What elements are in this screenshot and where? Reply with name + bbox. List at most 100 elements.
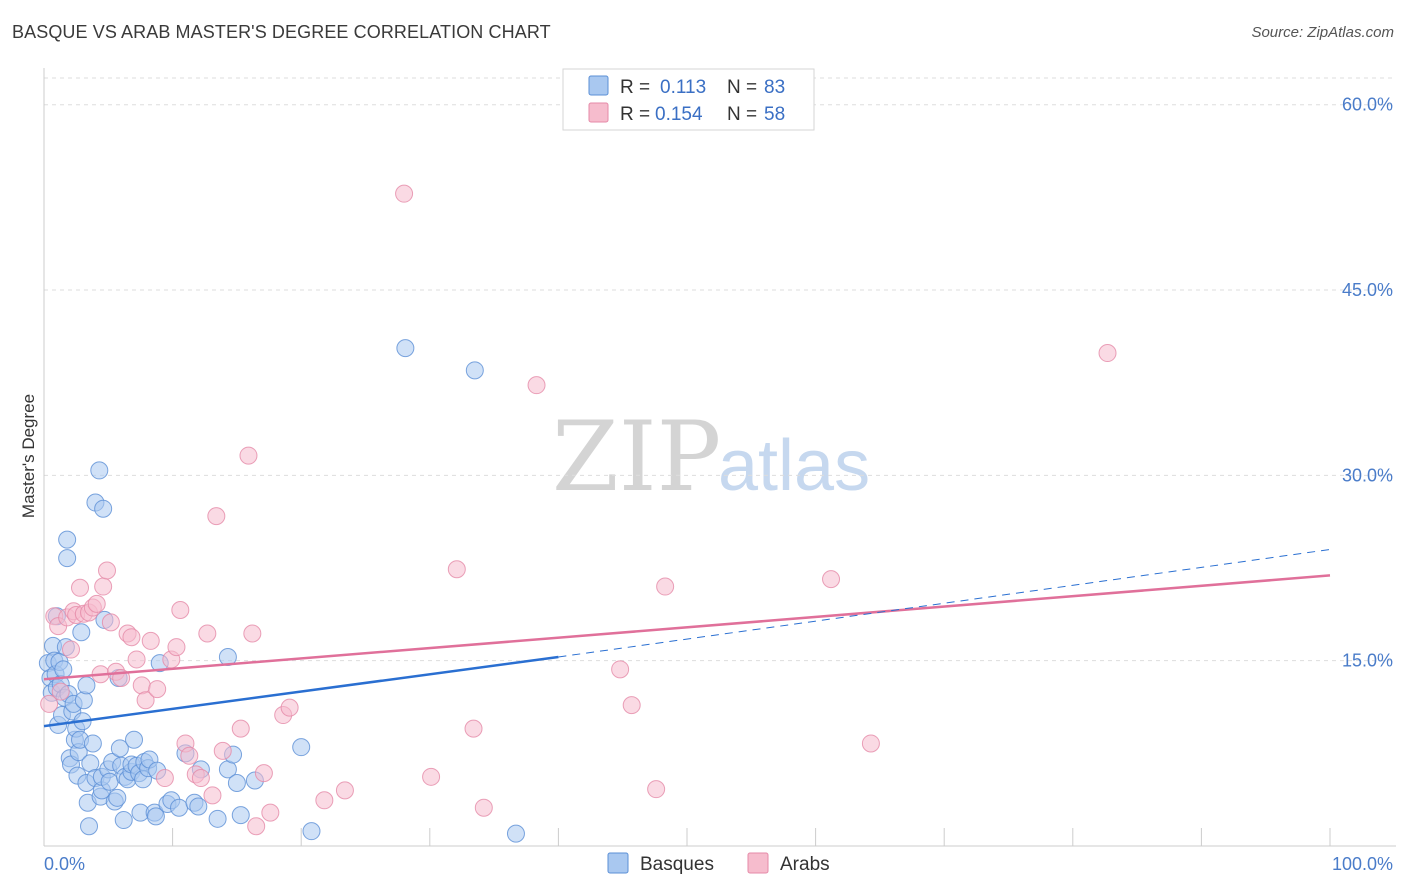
point-arabs <box>141 631 160 650</box>
point-arabs <box>148 680 167 699</box>
bottom-legend-label-basques: Basques <box>640 854 714 875</box>
point-arabs <box>622 696 641 715</box>
point-arabs <box>474 798 493 817</box>
point-arabs <box>191 769 210 788</box>
series-basques-points <box>38 339 525 843</box>
legend: R = 0.113 N = 83 R = 0.154 N = 58 <box>562 68 815 131</box>
legend-r-value-basques: 0.113 <box>660 77 706 98</box>
point-basques <box>83 734 102 753</box>
point-basques <box>125 730 144 749</box>
source-label: Source: ZipAtlas.com <box>1251 24 1394 41</box>
gridlines <box>44 77 1396 662</box>
point-arabs <box>861 734 880 753</box>
point-arabs <box>51 682 70 701</box>
point-arabs <box>171 601 190 620</box>
trend-line-basques <box>43 655 559 728</box>
chart-title: BASQUE VS ARAB MASTER'S DEGREE CORRELATI… <box>12 22 551 42</box>
point-arabs <box>203 786 222 805</box>
point-arabs <box>422 767 441 786</box>
y-tick-labels: 15.0% 30.0% 45.0% 60.0% <box>1342 95 1393 671</box>
point-arabs <box>243 624 262 643</box>
point-arabs <box>122 628 141 647</box>
point-arabs <box>207 507 226 526</box>
point-arabs <box>71 578 90 597</box>
y-tick-label: 60.0% <box>1342 95 1393 115</box>
point-arabs <box>101 613 120 632</box>
point-basques <box>77 676 96 695</box>
point-basques <box>58 549 77 568</box>
point-basques <box>302 822 321 841</box>
point-basques <box>465 361 484 380</box>
trend-line-arabs <box>43 574 1331 681</box>
point-basques <box>74 691 93 710</box>
point-arabs <box>315 791 334 810</box>
series-arabs-points <box>40 184 1117 836</box>
point-arabs <box>254 764 273 783</box>
legend-n-value-arabs: 58 <box>764 104 785 125</box>
point-arabs <box>132 676 151 695</box>
legend-n-label-basques: N = <box>727 77 757 98</box>
point-arabs <box>87 594 106 613</box>
y-axis-label: Master's Degree <box>19 394 38 518</box>
point-arabs <box>167 638 186 657</box>
point-basques <box>58 530 77 549</box>
point-arabs <box>247 817 266 836</box>
point-arabs <box>198 624 217 643</box>
trend-line-basques-extrapolated <box>558 548 1331 658</box>
point-basques <box>146 807 165 826</box>
point-basques <box>54 660 73 679</box>
legend-swatch-arabs <box>588 102 609 123</box>
watermark-zip: ZIP <box>552 401 721 513</box>
point-arabs <box>155 769 174 788</box>
point-basques <box>208 809 227 828</box>
point-basques <box>292 738 311 757</box>
point-arabs <box>395 184 414 203</box>
point-arabs <box>231 719 250 738</box>
bottom-legend-label-arabs: Arabs <box>780 854 830 875</box>
point-basques <box>108 788 127 807</box>
bottom-legend-swatch-arabs <box>747 852 769 874</box>
x-tick-marks <box>172 828 1331 846</box>
point-basques <box>114 811 133 830</box>
point-basques <box>189 797 208 816</box>
y-tick-label: 15.0% <box>1342 651 1393 671</box>
y-tick-label: 30.0% <box>1342 465 1393 485</box>
point-arabs <box>656 577 675 596</box>
point-arabs <box>213 741 232 760</box>
x-tick-label-min: 0.0% <box>44 854 85 874</box>
legend-r-label-arabs: R = <box>620 104 650 125</box>
point-basques <box>94 499 113 518</box>
point-arabs <box>239 446 258 465</box>
trend-lines <box>43 548 1331 728</box>
point-arabs <box>180 746 199 765</box>
point-arabs <box>464 719 483 738</box>
legend-r-value-arabs: 0.154 <box>655 104 703 125</box>
point-arabs <box>98 561 117 580</box>
point-basques <box>231 806 250 825</box>
watermark: ZIP atlas <box>552 401 870 513</box>
point-arabs <box>447 560 466 579</box>
watermark-atlas: atlas <box>718 426 870 506</box>
point-arabs <box>822 570 841 589</box>
point-arabs <box>335 781 354 800</box>
point-arabs <box>647 780 666 799</box>
bottom-legend: Basques Arabs <box>607 852 830 875</box>
point-basques <box>396 339 415 358</box>
point-arabs <box>611 660 630 679</box>
point-arabs <box>261 803 280 822</box>
point-arabs <box>62 640 81 659</box>
legend-swatch-basques <box>588 75 609 96</box>
legend-n-label-arabs: N = <box>727 104 757 125</box>
point-basques <box>227 773 246 792</box>
legend-n-value-basques: 83 <box>764 77 785 98</box>
point-basques <box>90 461 109 480</box>
point-arabs <box>127 650 146 669</box>
point-basques <box>100 772 119 791</box>
bottom-legend-swatch-basques <box>607 852 629 874</box>
point-basques <box>72 623 91 642</box>
point-arabs <box>1098 344 1117 363</box>
legend-r-label-basques: R = <box>620 77 650 98</box>
point-arabs <box>94 577 113 596</box>
point-basques <box>80 817 99 836</box>
